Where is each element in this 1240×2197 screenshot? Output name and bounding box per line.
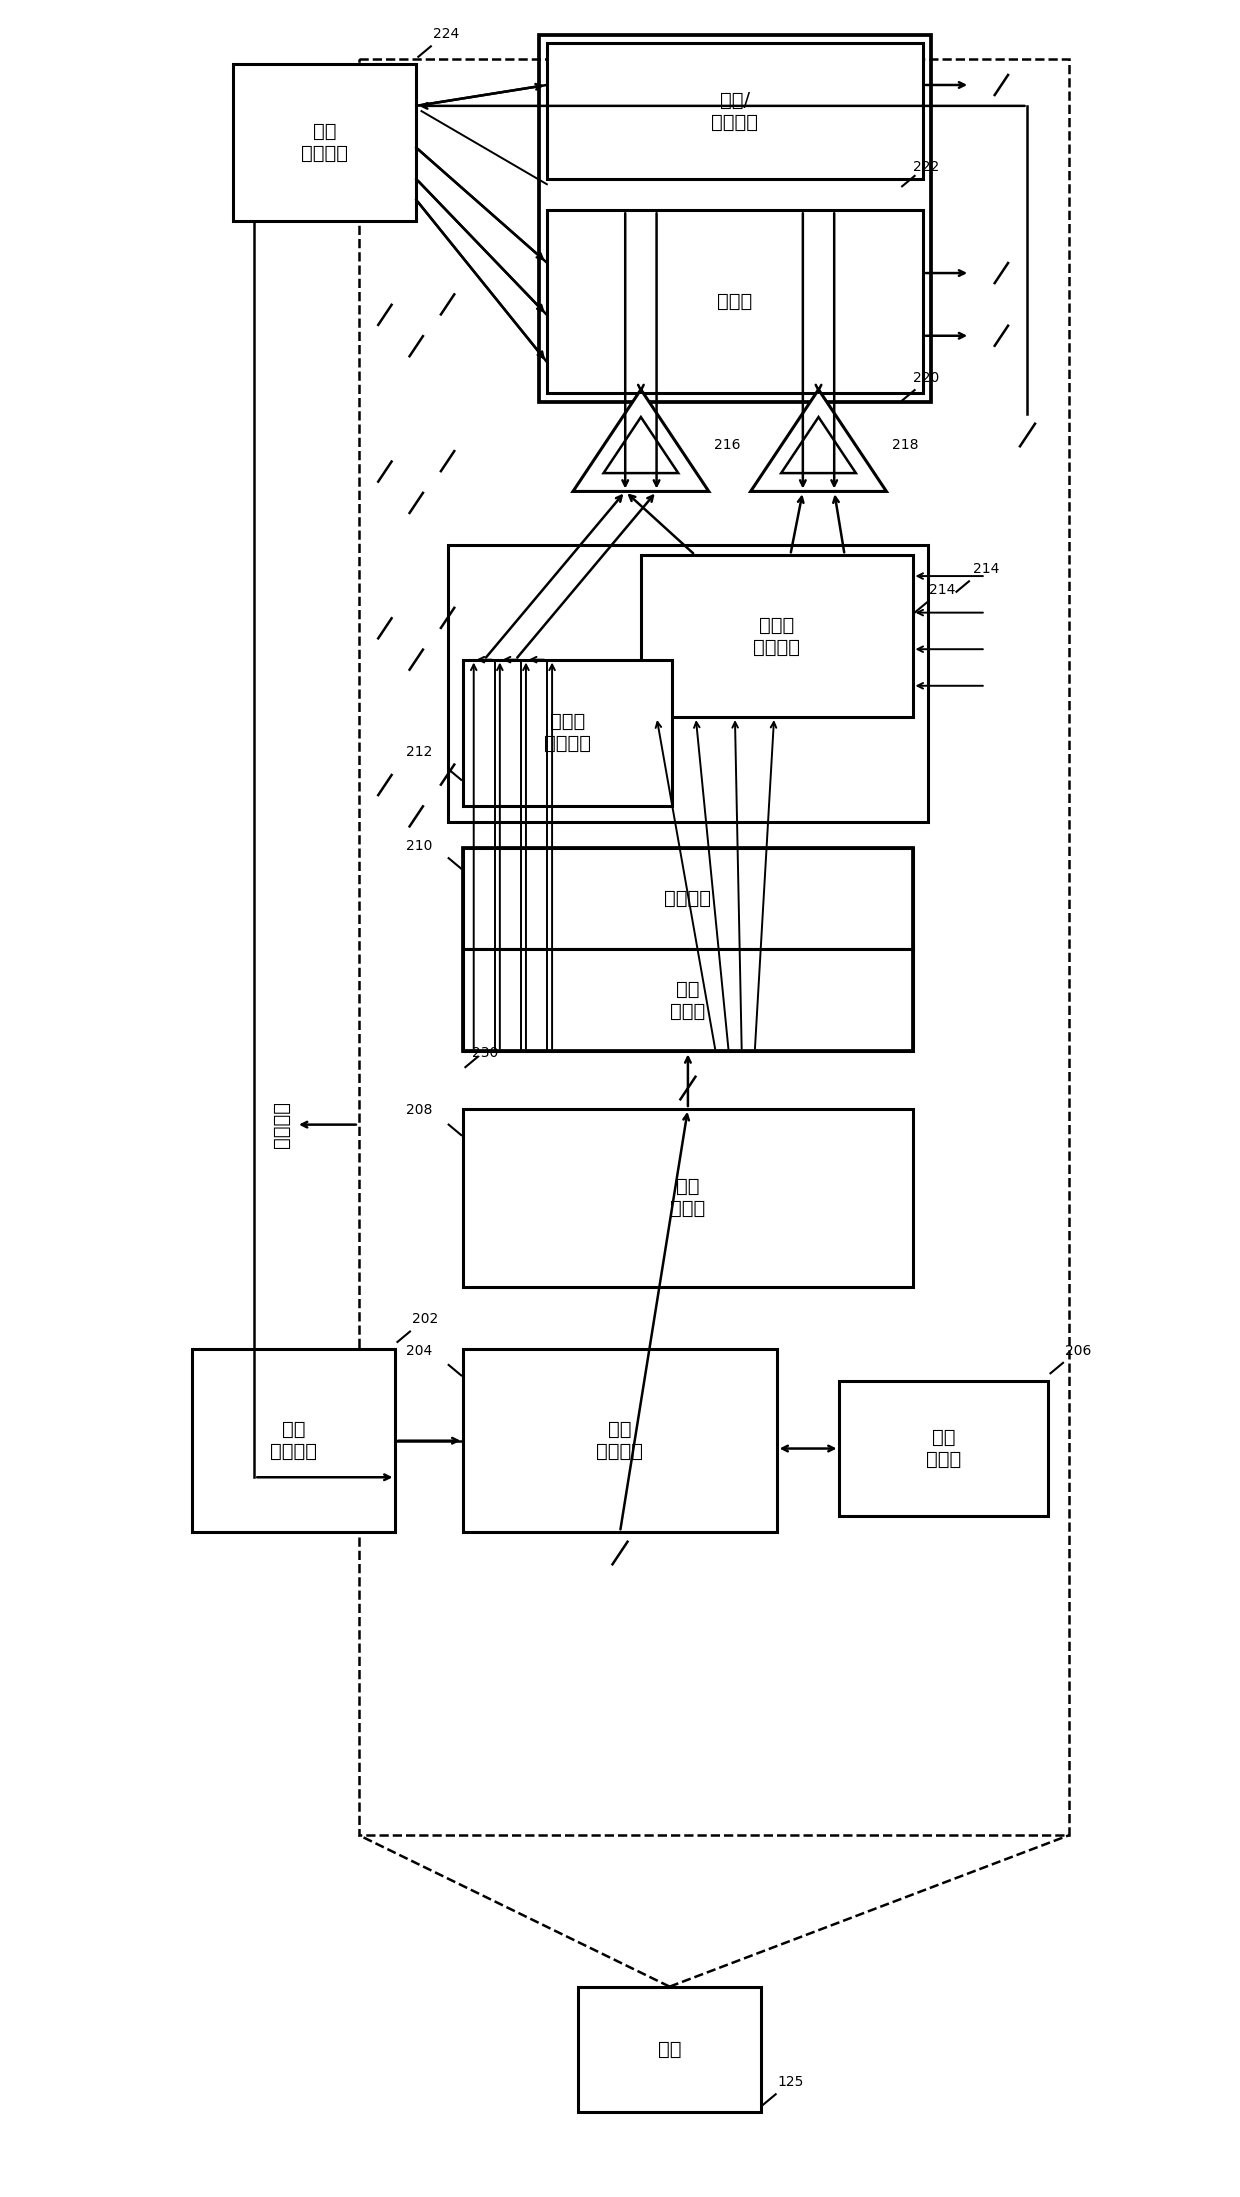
Text: 右操作
数缓冲区: 右操作 数缓冲区 (753, 615, 800, 657)
Text: 214: 214 (973, 562, 999, 576)
Text: 222: 222 (913, 160, 939, 174)
Text: 前端
控制单元: 前端 控制单元 (270, 1419, 317, 1461)
Text: 控制网络: 控制网络 (272, 1101, 291, 1149)
FancyBboxPatch shape (464, 1349, 776, 1531)
Text: 指令
解码器: 指令 解码器 (671, 1178, 706, 1219)
Polygon shape (604, 417, 678, 472)
Text: 214: 214 (929, 582, 956, 598)
Text: 指令
调度器: 指令 调度器 (671, 980, 706, 1022)
FancyBboxPatch shape (547, 44, 923, 178)
Text: 208: 208 (405, 1103, 433, 1118)
Text: 分支
预测器: 分支 预测器 (926, 1428, 961, 1470)
FancyBboxPatch shape (192, 1349, 396, 1531)
FancyBboxPatch shape (233, 64, 417, 222)
Text: 216: 216 (714, 437, 740, 453)
FancyBboxPatch shape (839, 1380, 1048, 1516)
Text: 加载/
存储队列: 加载/ 存储队列 (712, 90, 759, 132)
Text: 内存: 内存 (658, 2039, 682, 2059)
Polygon shape (573, 389, 709, 492)
Text: 125: 125 (777, 2074, 805, 2089)
FancyBboxPatch shape (464, 659, 672, 806)
Text: 218: 218 (892, 437, 918, 453)
Text: 230: 230 (471, 1046, 498, 1059)
Text: 指令
预读缓冲: 指令 预读缓冲 (596, 1419, 644, 1461)
FancyBboxPatch shape (578, 1986, 761, 2111)
FancyBboxPatch shape (641, 556, 913, 716)
Text: 224: 224 (433, 26, 459, 42)
Polygon shape (750, 389, 887, 492)
FancyBboxPatch shape (464, 848, 913, 949)
Text: 220: 220 (913, 371, 939, 384)
Text: 左操作
数缓冲区: 左操作 数缓冲区 (544, 712, 591, 754)
Text: 指令窗口: 指令窗口 (665, 890, 712, 907)
Text: 202: 202 (412, 1312, 438, 1327)
FancyBboxPatch shape (464, 1109, 913, 1287)
FancyBboxPatch shape (547, 211, 923, 393)
Text: 寄存器: 寄存器 (717, 292, 753, 312)
Text: 210: 210 (405, 839, 433, 852)
FancyBboxPatch shape (464, 949, 913, 1052)
Text: 212: 212 (405, 745, 433, 758)
Text: 204: 204 (405, 1345, 432, 1358)
Text: 后端
控制单元: 后端 控制单元 (301, 123, 348, 163)
Polygon shape (781, 417, 856, 472)
Text: 206: 206 (1065, 1345, 1091, 1358)
